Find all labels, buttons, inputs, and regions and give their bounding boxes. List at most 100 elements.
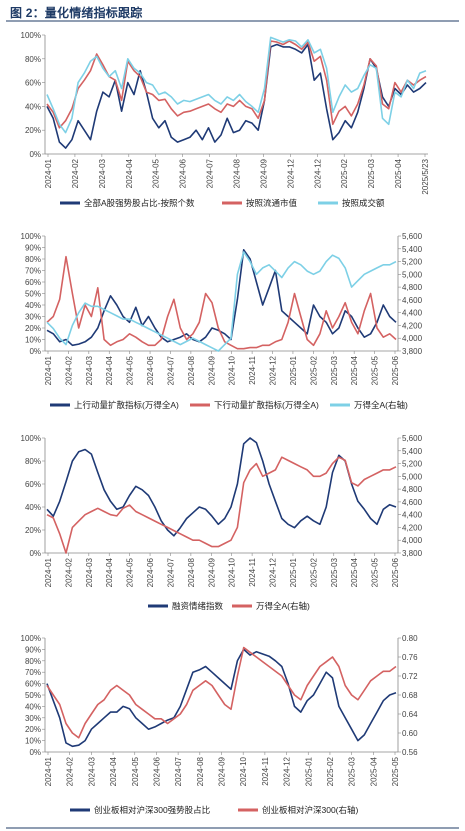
x-axis-tick-label: 2025-04 — [350, 557, 359, 587]
x-axis-tick-label: 2024-05 — [131, 756, 140, 786]
x-axis-tick-label: 2024-06 — [146, 355, 155, 385]
left-axis-tick-label: 0% — [29, 549, 41, 558]
x-axis-tick-label: 2025-05 — [371, 557, 380, 587]
right-axis-tick-label: 5,200 — [402, 258, 423, 267]
left-axis-tick-label: 100% — [21, 434, 41, 443]
legend-label: 上行动量扩散指标(万得全A) — [74, 400, 179, 410]
x-axis-tick-label: 2024-01 — [44, 557, 53, 587]
legend-label: 创业板相对沪深300强势股占比 — [94, 805, 210, 815]
x-axis-tick-label: 2025-03 — [330, 557, 339, 587]
right-axis-tick-label: 4,200 — [402, 321, 423, 330]
x-axis-tick-label: 2024-08 — [196, 756, 205, 786]
left-axis-tick-label: 0% — [29, 347, 41, 356]
x-axis-tick-label: 2024-12 — [283, 756, 292, 786]
x-axis-tick-label: 2025-05 — [371, 355, 380, 385]
x-axis-tick-label: 2025-02 — [340, 158, 349, 188]
chart-margin-sentiment: 0% 20% 40% 60% 80% 100% 3,800 4,000 4,200 4,400 4,… — [21, 434, 423, 611]
chart-chinext-vs-csi300: 0% 10% 20% 30% 40% 50% 60% 70% 80% 90% 100% 0.56 0.6… — [21, 634, 419, 815]
legend-label: 创业板相对沪深300(右轴) — [262, 805, 359, 815]
x-axis-tick-label: 2024-08 — [187, 557, 196, 587]
x-axis-tick-label: 2024-04 — [109, 756, 118, 786]
right-axis-tick-label: 4,000 — [402, 334, 423, 343]
left-axis-tick-label: 40% — [25, 301, 41, 310]
x-axis-tick-label: 2025-03 — [367, 158, 376, 188]
x-axis-tick-label: 2024-09 — [207, 557, 216, 587]
right-axis-tick-label: 5,000 — [402, 270, 423, 279]
left-axis-tick-label: 10% — [25, 737, 41, 746]
left-axis-tick-label: 30% — [25, 313, 41, 322]
series-line-0 — [47, 438, 396, 536]
series-line-1 — [47, 457, 396, 553]
left-axis-tick-label: 90% — [25, 244, 41, 253]
left-axis-tick-label: 100% — [21, 31, 41, 40]
right-axis-tick-label: 0.60 — [402, 729, 418, 738]
right-axis-tick-label: 5,400 — [402, 447, 423, 456]
left-axis-tick-label: 20% — [25, 324, 41, 333]
legend-label: 融资情绪指数 — [172, 601, 224, 611]
left-axis-tick-label: 80% — [25, 255, 41, 264]
x-axis-tick-label: 2024-03 — [87, 756, 96, 786]
x-axis-tick-label: 2024-12 — [286, 158, 295, 188]
left-axis-tick-label: 40% — [25, 503, 41, 512]
x-axis-tick-label: 2024-06 — [179, 158, 188, 188]
legend-label: 按照成交额 — [342, 198, 385, 208]
right-axis-tick-label: 0.68 — [402, 691, 418, 700]
legend-label: 全部A股强势股占比-按照个数 — [84, 198, 195, 208]
x-axis-tick-label: 2024-07 — [166, 355, 175, 385]
x-axis-tick-label: 2024-09 — [207, 355, 216, 385]
right-axis-tick-label: 4,600 — [402, 498, 423, 507]
left-axis-tick-label: 100% — [21, 634, 41, 643]
left-axis-tick-label: 20% — [25, 526, 41, 535]
right-axis-tick-label: 4,800 — [402, 283, 423, 292]
left-axis-tick-label: 50% — [25, 691, 41, 700]
right-axis-tick-label: 4,200 — [402, 523, 423, 532]
left-axis-tick-label: 0% — [29, 748, 41, 757]
x-axis-tick-label: 2025-04 — [350, 355, 359, 385]
x-axis-tick-label: 2025-02 — [309, 355, 318, 385]
x-axis-tick-label: 2024-02 — [71, 158, 80, 188]
right-axis-tick-label: 4,000 — [402, 536, 423, 545]
right-axis-tick-label: 4,600 — [402, 296, 423, 305]
right-axis-tick-label: 4,400 — [402, 309, 423, 318]
right-axis-tick-label: 5,000 — [402, 472, 423, 481]
x-axis-tick-label: 2024-01 — [44, 158, 53, 188]
x-axis-tick-label: 2024-08 — [233, 158, 242, 188]
left-axis-tick-label: 60% — [25, 480, 41, 489]
x-axis-tick-label: 2025-04 — [394, 158, 403, 188]
left-axis-tick-label: 40% — [25, 102, 41, 111]
left-axis-tick-label: 0% — [29, 150, 41, 159]
x-axis-tick-label: 2025-05 — [391, 756, 400, 786]
x-axis-tick-label: 2024-09 — [218, 756, 227, 786]
x-axis-tick-label: 2024-07 — [166, 557, 175, 587]
right-axis-tick-label: 3,800 — [402, 347, 423, 356]
left-axis-tick-label: 30% — [25, 714, 41, 723]
left-axis-tick-label: 70% — [25, 267, 41, 276]
x-axis-tick-label: 2025-04 — [369, 756, 378, 786]
x-axis-tick-label: 2025-01 — [289, 557, 298, 587]
x-axis-tick-label: 2024-11 — [248, 355, 257, 384]
right-axis-tick-label: 4,800 — [402, 485, 423, 494]
left-axis-tick-label: 80% — [25, 657, 41, 666]
x-axis-tick-label: 2025-03 — [348, 756, 357, 786]
left-axis-tick-label: 100% — [21, 232, 41, 241]
right-axis-tick-label: 5,200 — [402, 460, 423, 469]
series-line-1 — [47, 257, 396, 349]
right-axis-tick-label: 5,600 — [402, 434, 423, 443]
x-axis-tick-label: 2024-04 — [125, 158, 134, 188]
left-axis-tick-label: 90% — [25, 645, 41, 654]
x-axis-tick-label: 2025-02 — [309, 557, 318, 587]
x-axis-tick-label: 2024-02 — [64, 355, 73, 385]
right-axis-tick-label: 0.64 — [402, 710, 418, 719]
x-axis-tick-label: 2024-11 — [248, 557, 257, 586]
right-axis-tick-label: 5,400 — [402, 245, 423, 254]
x-axis-tick-label: 2024-12 — [269, 355, 278, 385]
left-axis-tick-label: 40% — [25, 702, 41, 711]
x-axis-tick-label: 2024-07 — [174, 756, 183, 786]
left-axis-tick-label: 50% — [25, 290, 41, 299]
right-axis-tick-label: 3,800 — [402, 549, 423, 558]
x-axis-tick-label: 2024-01 — [44, 756, 53, 786]
right-axis-tick-label: 0.56 — [402, 748, 418, 757]
x-axis-tick-label: 2024-07 — [206, 158, 215, 188]
x-axis-tick-label: 2024-12 — [269, 557, 278, 587]
legend-label: 万得全A(右轴) — [354, 400, 408, 410]
